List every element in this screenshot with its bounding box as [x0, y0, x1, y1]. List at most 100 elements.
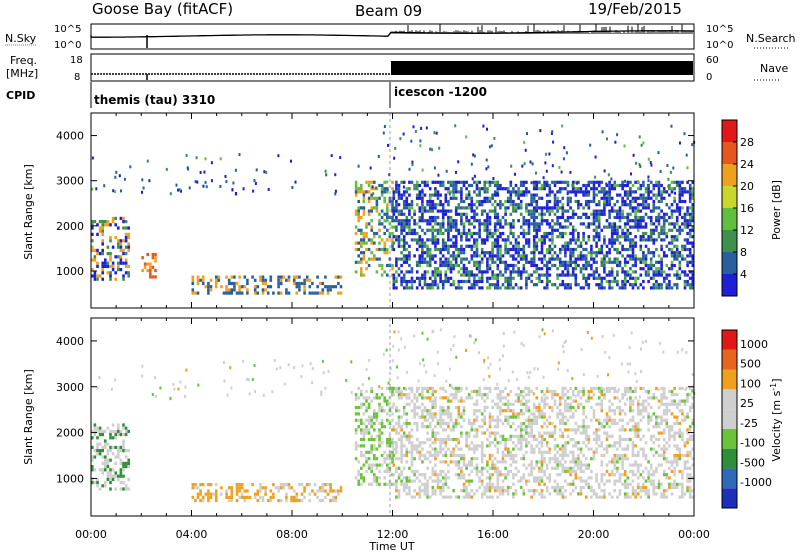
- heatmap-cell: [460, 425, 463, 429]
- heatmap-cell: [600, 489, 604, 493]
- heatmap-cell: [397, 187, 401, 191]
- heatmap-cell: [514, 244, 518, 248]
- heatmap-cell: [595, 254, 598, 258]
- heatmap-cell: [470, 183, 474, 188]
- heatmap-cell: [488, 495, 492, 499]
- heatmap-cell: [577, 476, 580, 480]
- heatmap-cell: [413, 396, 416, 400]
- heatmap-cell: [662, 187, 666, 191]
- heatmap-cell: [408, 212, 411, 216]
- heatmap-cell: [535, 405, 539, 410]
- heatmap-cell: [660, 193, 663, 197]
- heatmap-cell: [434, 190, 437, 194]
- heatmap-cell: [373, 196, 376, 200]
- heatmap-cell: [444, 209, 448, 213]
- heatmap-cell: [285, 288, 288, 292]
- heatmap-cell: [386, 219, 389, 223]
- heatmap-cell: [380, 431, 384, 435]
- heatmap-cell: [637, 180, 639, 184]
- heatmap-cell: [383, 409, 386, 413]
- heatmap-cell: [454, 254, 458, 258]
- heatmap-cell: [506, 418, 510, 422]
- heatmap-cell: [527, 244, 531, 248]
- heatmap-cell: [686, 254, 689, 258]
- heatmap-cell: [452, 421, 455, 426]
- heatmap-cell: [408, 431, 411, 435]
- heatmap-cell: [629, 206, 632, 210]
- heatmap-cell: [431, 206, 435, 210]
- heatmap-cell: [584, 466, 588, 470]
- heatmap-cell: [449, 393, 453, 397]
- heatmap-cell: [454, 473, 458, 477]
- heatmap-cell: [365, 267, 368, 271]
- heatmap-cell: [421, 206, 424, 210]
- heatmap-cell: [686, 241, 689, 245]
- heatmap-cell: [439, 180, 442, 184]
- heatmap-cell: [480, 393, 484, 397]
- heatmap-cell: [527, 421, 531, 426]
- heatmap-cell: [530, 444, 533, 448]
- heatmap-cell: [530, 469, 533, 474]
- heatmap-cell: [475, 244, 479, 248]
- heatmap-cell: [519, 270, 523, 274]
- heatmap-cell: [439, 257, 442, 261]
- heatmap-cell: [465, 466, 468, 470]
- heatmap-cell: [600, 476, 604, 480]
- heatmap-cell: [98, 452, 102, 456]
- heatmap-cell: [673, 263, 676, 268]
- heatmap-cell: [478, 263, 481, 268]
- heatmap-cell: [421, 396, 424, 400]
- heatmap-cell: [441, 460, 445, 464]
- heatmap-cell: [486, 489, 489, 493]
- heatmap-cell: [428, 219, 432, 223]
- heatmap-cell: [553, 283, 557, 287]
- heatmap-cell: [447, 276, 450, 280]
- heatmap-cell: [600, 251, 604, 255]
- heatmap-cell: [642, 238, 645, 242]
- nsky-line: [90, 30, 694, 38]
- heatmap-cell: [545, 199, 549, 204]
- heatmap-cell: [512, 203, 515, 207]
- heatmap-cell: [473, 273, 476, 277]
- heatmap-cell: [467, 286, 471, 290]
- heatmap-cell: [460, 286, 463, 290]
- heatmap-cell: [488, 466, 492, 470]
- heatmap-cell: [467, 203, 471, 207]
- heatmap-cell: [397, 466, 401, 470]
- heatmap-cell: [421, 254, 424, 258]
- heatmap-cell: [370, 257, 373, 261]
- heatmap-cell: [465, 273, 468, 277]
- heatmap-cell: [608, 399, 611, 403]
- heatmap-cell: [370, 466, 373, 470]
- heatmap-cell: [540, 235, 544, 239]
- heatmap-cell: [496, 180, 500, 184]
- heatmap-cell: [391, 203, 394, 207]
- heatmap-cell: [616, 270, 619, 274]
- heatmap-cell: [467, 460, 471, 464]
- heatmap-cell: [564, 254, 567, 258]
- heatmap-cell: [483, 418, 487, 422]
- heatmap-cell: [600, 196, 604, 200]
- heatmap-cell: [475, 409, 479, 413]
- heatmap-cell: [491, 270, 494, 274]
- heatmap-cell: [405, 479, 409, 483]
- heatmap-cell: [426, 437, 429, 442]
- heatmap-cell: [462, 495, 466, 499]
- heatmap-cell: [415, 444, 419, 448]
- heatmap-cell: [657, 260, 661, 264]
- heatmap-cell: [678, 260, 682, 264]
- heatmap-cell: [517, 193, 520, 197]
- heatmap-cell: [185, 154, 188, 157]
- heatmap-cell: [582, 393, 585, 397]
- heatmap-cell: [566, 434, 570, 438]
- heatmap-cell: [644, 231, 648, 236]
- heatmap-cell: [418, 450, 422, 454]
- heatmap-cell: [119, 216, 123, 220]
- heatmap-cell: [673, 222, 676, 226]
- heatmap-cell: [579, 469, 583, 474]
- heatmap-cell: [525, 441, 528, 445]
- heatmap-cell: [634, 225, 637, 229]
- heatmap-cell: [686, 263, 689, 268]
- heatmap-cell: [462, 482, 466, 486]
- heatmap-cell: [577, 235, 580, 239]
